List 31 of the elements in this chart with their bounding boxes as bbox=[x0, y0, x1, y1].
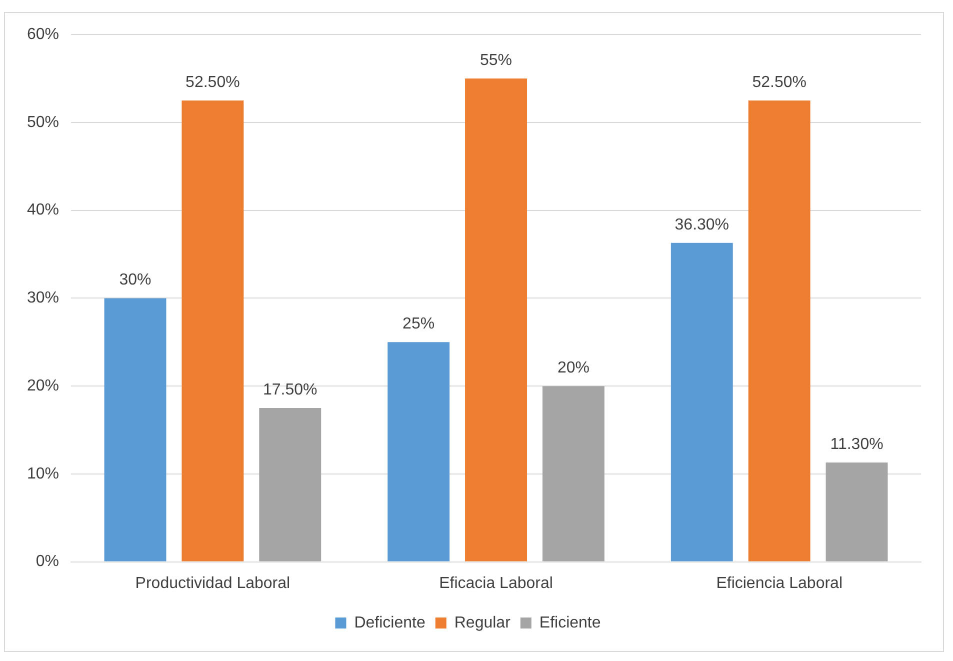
legend-label: Deficiente bbox=[354, 614, 426, 632]
legend-label: Regular bbox=[454, 614, 512, 632]
y-tick-label: 30% bbox=[26, 290, 60, 307]
data-label: 52.50% bbox=[752, 74, 806, 91]
x-tick-label: Eficiencia Laboral bbox=[716, 574, 842, 592]
bar bbox=[826, 462, 888, 562]
data-label: 17.50% bbox=[262, 381, 318, 398]
y-tick-label: 60% bbox=[26, 26, 60, 44]
data-label: 30% bbox=[119, 272, 152, 289]
data-label: 11.30% bbox=[830, 436, 884, 453]
y-tick-label: 20% bbox=[26, 377, 60, 394]
bar bbox=[182, 100, 244, 562]
bar bbox=[670, 242, 733, 562]
bar bbox=[259, 408, 322, 562]
bar bbox=[104, 298, 166, 562]
y-tick-label: 10% bbox=[26, 465, 60, 482]
bar bbox=[542, 386, 604, 562]
y-tick-label: 0% bbox=[36, 553, 60, 570]
x-tick-label: Eficacia Laboral bbox=[439, 574, 553, 592]
data-label: 25% bbox=[402, 316, 435, 333]
legend-label: Eficiente bbox=[539, 614, 601, 632]
x-tick-label: Productividad Laboral bbox=[135, 574, 290, 592]
data-label: 55% bbox=[480, 52, 512, 69]
data-label: 52.50% bbox=[186, 74, 240, 91]
data-label: 20% bbox=[557, 359, 590, 376]
data-label: 36.30% bbox=[674, 216, 730, 234]
y-tick-label: 40% bbox=[26, 202, 60, 219]
y-tick-label: 50% bbox=[26, 114, 60, 131]
bar bbox=[465, 78, 527, 562]
bar bbox=[388, 342, 450, 562]
bar bbox=[748, 100, 810, 562]
